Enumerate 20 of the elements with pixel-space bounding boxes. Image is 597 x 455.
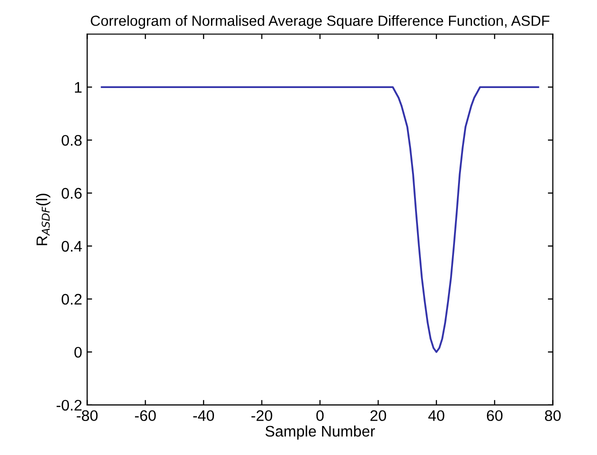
x-tick-label: 80 (544, 410, 561, 422)
y-tick-label: 0.4 (62, 240, 82, 252)
y-tick-label: 0.6 (62, 188, 82, 199)
y-tick-label: 1 (74, 82, 82, 93)
x-tick-label: 0 (316, 410, 324, 422)
y-tick-label: -0.2 (56, 400, 82, 411)
y-axis-title: R$_{ASDF}$(l) (36, 194, 50, 246)
y-tick-label: 0.8 (62, 134, 82, 146)
x-tick-label: -80 (76, 410, 98, 422)
x-axis-title: Sample Number (266, 425, 375, 440)
x-tick-label: -60 (135, 410, 156, 422)
y-tick-label: 0.2 (62, 294, 82, 305)
chart-title: Correlogram of Normalised Average Square Difference Function, ASDF (90, 15, 550, 29)
x-tick-label: -40 (193, 410, 214, 422)
line-series (100, 86, 540, 353)
x-tick-label: 20 (370, 410, 386, 422)
y-tick-label: 0 (74, 346, 82, 358)
x-tick-label: 60 (486, 410, 503, 422)
x-tick-label: -20 (251, 410, 272, 422)
x-tick-label: 40 (428, 410, 444, 422)
